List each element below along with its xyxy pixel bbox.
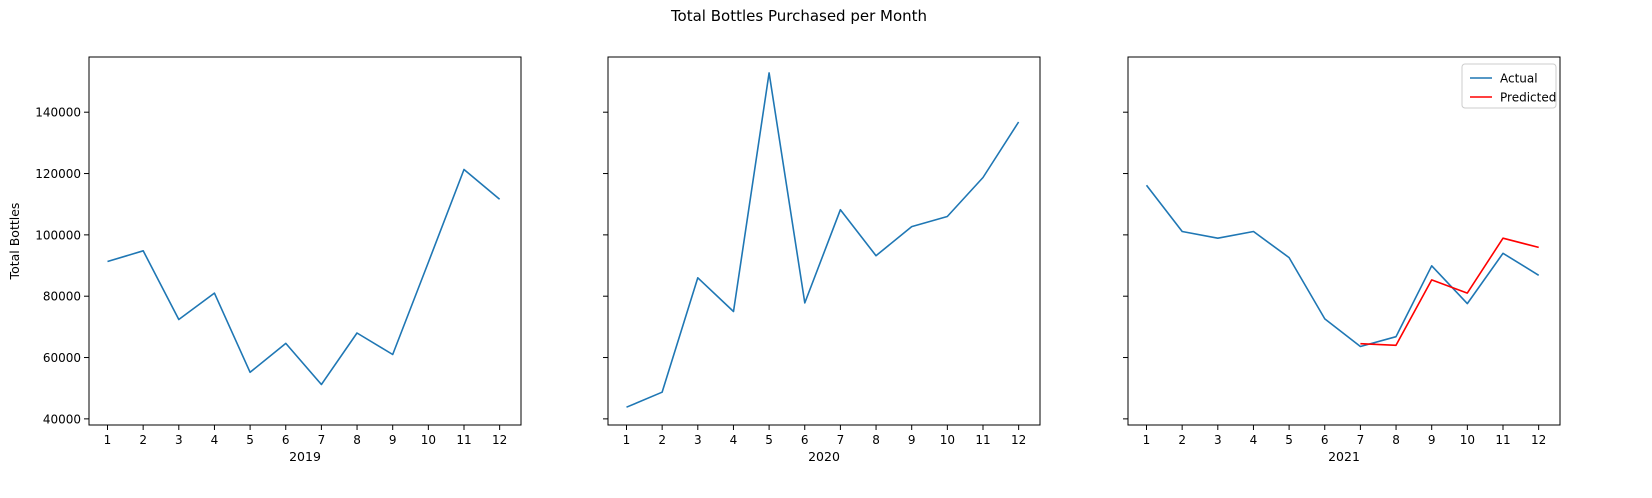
- x-tick-label: 1: [1143, 433, 1151, 447]
- y-tick-label: 60000: [43, 351, 81, 365]
- x-tick-label: 7: [1357, 433, 1365, 447]
- y-tick-label: 100000: [35, 228, 81, 242]
- legend-label-actual: Actual: [1500, 72, 1538, 86]
- x-tick-label: 2: [658, 433, 666, 447]
- x-tick-label: 4: [730, 433, 738, 447]
- x-tick-label: 6: [282, 433, 290, 447]
- x-tick-label: 1: [104, 433, 112, 447]
- x-axis-label: 2020: [808, 449, 840, 464]
- x-tick-label: 3: [694, 433, 702, 447]
- series-line-actual: [626, 72, 1020, 408]
- series-line-predicted: [1360, 237, 1539, 347]
- x-tick-label: 9: [1428, 433, 1436, 447]
- x-axis-label: 2019: [289, 449, 321, 464]
- axes-frame: [1127, 56, 1561, 426]
- x-tick-label: 9: [389, 433, 397, 447]
- x-tick-label: 8: [1392, 433, 1400, 447]
- x-tick-label: 11: [1495, 433, 1510, 447]
- x-tick-label: 8: [872, 433, 880, 447]
- x-tick-label: 12: [1011, 433, 1026, 447]
- x-tick-label: 12: [492, 433, 507, 447]
- x-tick-label: 5: [1285, 433, 1293, 447]
- x-tick-label: 6: [1321, 433, 1329, 447]
- x-tick-label: 3: [175, 433, 183, 447]
- x-tick-label: 8: [353, 433, 361, 447]
- legend-label-predicted: Predicted: [1500, 91, 1556, 105]
- axes-frame: [88, 56, 522, 426]
- x-tick-label: 6: [801, 433, 809, 447]
- x-tick-label: 12: [1531, 433, 1546, 447]
- x-tick-label: 4: [211, 433, 219, 447]
- y-tick-label: 80000: [43, 290, 81, 304]
- y-tick-label: 120000: [35, 167, 81, 181]
- x-tick-label: 7: [837, 433, 845, 447]
- series-line-actual: [1145, 184, 1540, 348]
- y-axis-label: Total Bottles: [7, 203, 22, 281]
- figure-title: Total Bottles Purchased per Month: [670, 7, 927, 25]
- x-tick-label: 11: [456, 433, 471, 447]
- x-tick-label: 10: [1460, 433, 1475, 447]
- x-tick-label: 3: [1214, 433, 1222, 447]
- x-tick-label: 7: [318, 433, 326, 447]
- x-tick-label: 1: [623, 433, 631, 447]
- x-tick-label: 5: [246, 433, 254, 447]
- y-tick-label: 40000: [43, 412, 81, 426]
- x-tick-label: 11: [975, 433, 990, 447]
- x-tick-label: 4: [1250, 433, 1258, 447]
- legend: Actual Predicted: [1461, 63, 1557, 109]
- y-tick-label: 140000: [35, 106, 81, 120]
- x-tick-label: 2: [139, 433, 147, 447]
- series-line-actual: [107, 168, 501, 386]
- x-tick-label: 5: [765, 433, 773, 447]
- x-tick-label: 9: [908, 433, 916, 447]
- x-tick-label: 10: [940, 433, 955, 447]
- x-tick-label: 2: [1178, 433, 1186, 447]
- x-tick-label: 10: [421, 433, 436, 447]
- axes-frame: [607, 56, 1041, 426]
- x-axis-label: 2021: [1328, 449, 1360, 464]
